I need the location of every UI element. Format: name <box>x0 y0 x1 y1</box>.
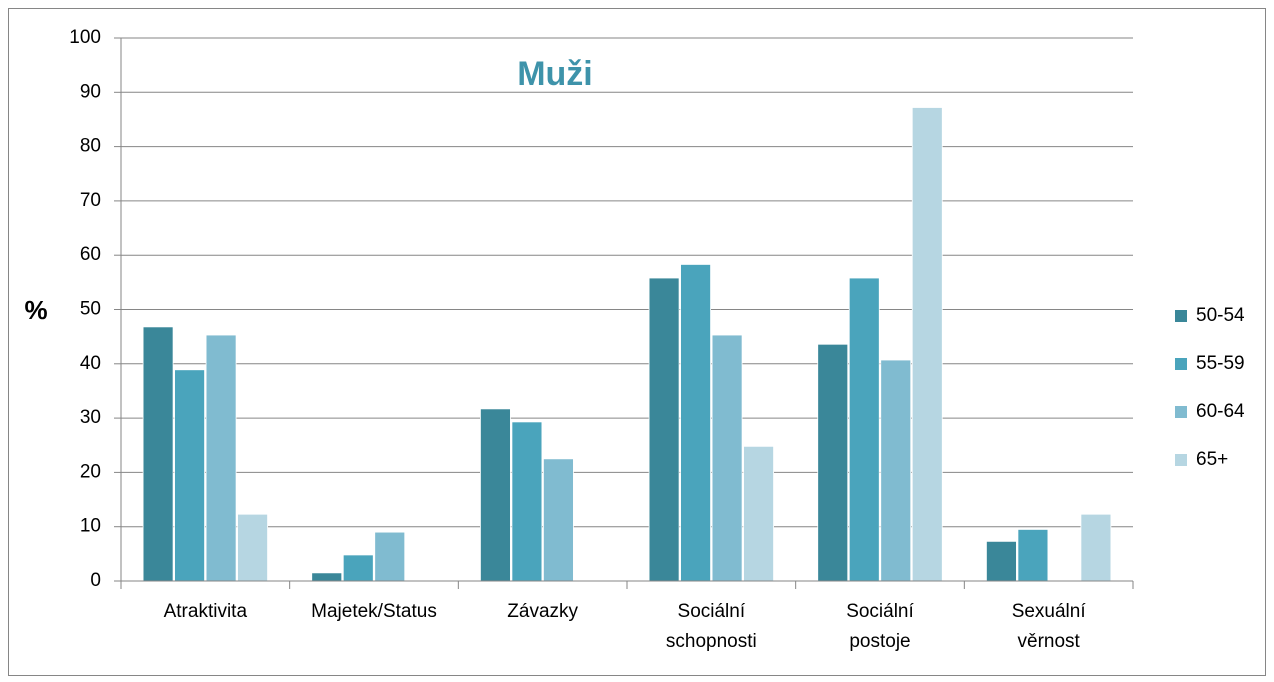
y-axis-label: % <box>24 295 47 325</box>
legend-swatch <box>1175 406 1187 418</box>
bar <box>743 445 774 582</box>
x-tick-label: Sexuální <box>1012 601 1087 622</box>
legend-swatch <box>1175 454 1187 466</box>
y-tick-label: 100 <box>69 27 101 48</box>
bar <box>880 359 912 582</box>
y-tick-label: 10 <box>80 516 101 537</box>
x-tick-label: Majetek/Status <box>311 601 437 622</box>
bar <box>648 277 680 582</box>
bar <box>205 334 237 582</box>
legend-label: 65+ <box>1196 449 1228 470</box>
bar <box>1080 513 1112 582</box>
bar <box>342 554 374 582</box>
bar <box>986 540 1017 582</box>
bar <box>511 421 543 582</box>
bar <box>911 107 943 582</box>
legend-label: 50-54 <box>1196 305 1245 326</box>
bar <box>174 369 205 582</box>
bar <box>711 334 743 582</box>
legend-swatch <box>1175 310 1187 322</box>
bar <box>374 531 406 582</box>
bar <box>543 458 574 582</box>
legend-label: 60-64 <box>1196 401 1245 422</box>
y-tick-label: 90 <box>80 81 101 102</box>
x-tick-label: Závazky <box>507 601 578 622</box>
bar <box>142 326 174 582</box>
legend-label: 55-59 <box>1196 353 1245 374</box>
y-tick-label: 30 <box>80 407 101 428</box>
x-tick-label: Atraktivita <box>164 601 248 622</box>
bar <box>480 408 511 582</box>
bar <box>848 277 880 582</box>
bar <box>311 572 343 582</box>
x-tick-label: Sociální <box>846 601 914 622</box>
chart-border <box>8 8 1266 676</box>
x-tick-label: Sociální <box>678 601 746 622</box>
bar <box>1017 529 1049 582</box>
x-tick-label: schopnosti <box>666 631 757 652</box>
y-tick-label: 40 <box>80 353 101 374</box>
y-tick-label: 60 <box>80 244 101 265</box>
y-tick-label: 20 <box>80 461 101 482</box>
chart-title: Muži <box>517 55 593 93</box>
y-tick-label: 50 <box>80 299 101 320</box>
x-tick-label: věrnost <box>1018 631 1081 652</box>
y-tick-label: 0 <box>90 570 101 591</box>
y-tick-label: 80 <box>80 136 101 157</box>
bar <box>237 513 268 582</box>
x-tick-label: postoje <box>849 631 910 652</box>
bar <box>817 343 849 582</box>
y-tick-label: 70 <box>80 190 101 211</box>
bar <box>680 264 711 582</box>
legend-swatch <box>1175 358 1187 370</box>
